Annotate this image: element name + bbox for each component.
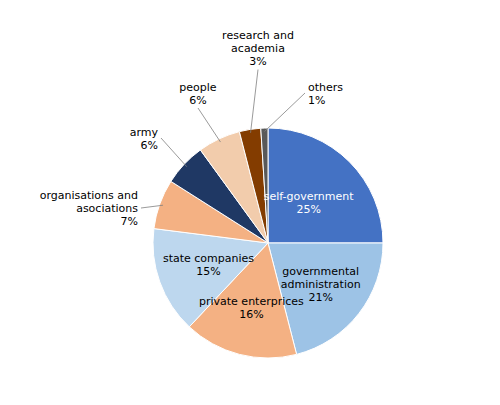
html-text:governmental: governmental: [282, 264, 360, 278]
svg-text:others1%: others1%: [308, 80, 343, 106]
svg-text:army6%: army6%: [130, 125, 159, 151]
svg-text:state companies15%: state companies15%: [163, 251, 254, 277]
svg-text:research andacademia3%: research andacademia3%: [222, 29, 294, 68]
svg-text:people6%: people6%: [179, 80, 217, 106]
svg-text:private enterprices16%: private enterprices16%: [199, 295, 304, 321]
html-text:21%: 21%: [308, 290, 333, 304]
svg-text:self-government25%: self-government25%: [264, 189, 355, 215]
svg-text:organisations andasociations7%: organisations andasociations7%: [40, 189, 139, 228]
html-text:administration: administration: [280, 277, 361, 291]
